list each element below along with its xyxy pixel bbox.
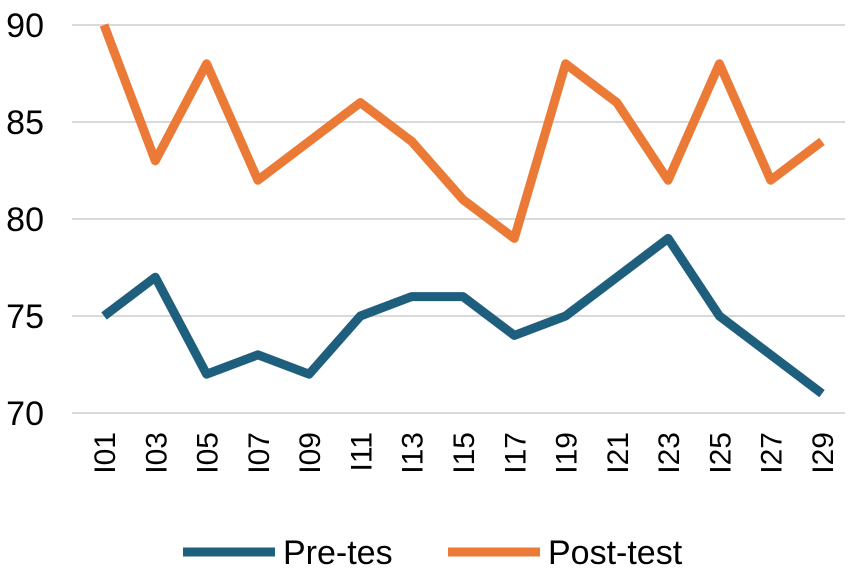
x-tick-label: I05 <box>192 432 225 474</box>
series-lines <box>99 23 825 398</box>
x-tick-label: I13 <box>397 432 430 474</box>
legend-label: Pre-tes <box>283 534 393 572</box>
x-tick-label: I01 <box>89 432 122 474</box>
x-tick-label: I25 <box>704 432 737 474</box>
x-axis-tick-labels: I01 I03 I05 I07 I09 I11 I13 I15 I17 I19 I21 I23 I25 I… <box>89 432 840 474</box>
x-tick-label: I21 <box>602 432 635 474</box>
x-tick-label: I15 <box>448 432 481 474</box>
x-tick-label: I09 <box>294 432 327 474</box>
series-line-post-test <box>99 23 825 243</box>
x-tick-label: I19 <box>551 432 584 474</box>
x-tick-label: I17 <box>499 432 532 474</box>
y-tick-label: 85 <box>6 104 44 142</box>
legend: Pre-tes Post-test <box>183 534 683 572</box>
x-tick-label: I03 <box>140 432 173 474</box>
legend-label: Post-test <box>548 534 683 572</box>
y-axis-tick-labels: 70 75 80 85 90 <box>6 7 44 433</box>
x-tick-label: I07 <box>243 432 276 474</box>
x-tick-label: I23 <box>653 432 686 474</box>
x-tick-label: I11 <box>345 432 378 471</box>
y-tick-label: 75 <box>6 298 44 336</box>
y-tick-label: 70 <box>6 395 44 433</box>
x-tick-label: I29 <box>807 432 840 474</box>
y-tick-label: 80 <box>6 201 44 239</box>
x-tick-label: I27 <box>756 432 789 474</box>
y-tick-label: 90 <box>6 7 44 45</box>
